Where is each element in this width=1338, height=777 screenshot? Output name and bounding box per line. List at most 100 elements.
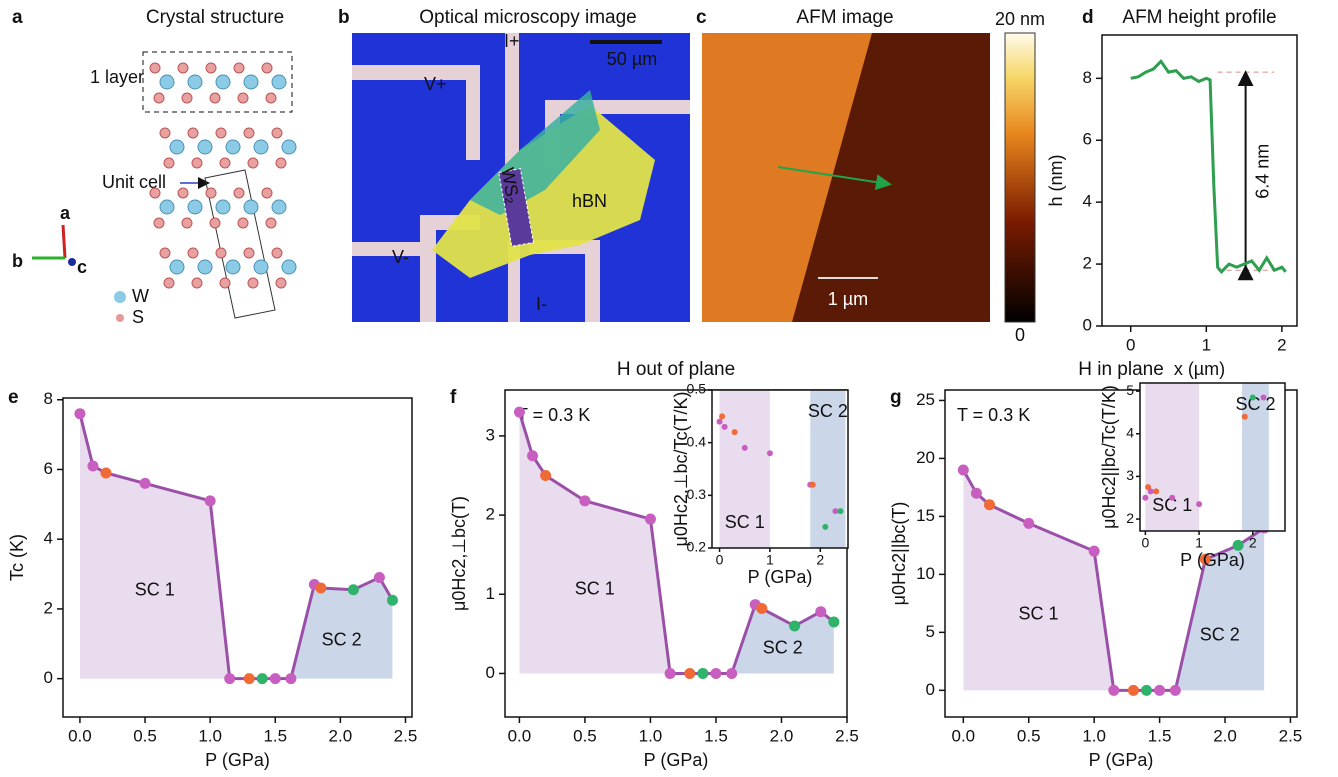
atom-s [205, 187, 217, 199]
atom-s [163, 277, 175, 289]
point [74, 408, 86, 420]
atom-s [237, 92, 249, 104]
legend-label: S [132, 307, 144, 327]
atom-w [225, 259, 241, 275]
axes-frame [504, 389, 848, 718]
atom-s [209, 217, 221, 229]
point [87, 460, 99, 472]
y-tick-label: 8 [1083, 68, 1092, 87]
panel-a: a Crystal structure 1 layer Unit cell a … [12, 7, 297, 327]
x-axis-label: P (GPa) [205, 750, 270, 770]
axis-label: a [60, 203, 71, 223]
x-tick-label: 1.5 [704, 726, 728, 745]
point [386, 594, 398, 606]
point [256, 673, 268, 685]
atom-s [271, 127, 283, 139]
y-tick-label: 4 [1083, 192, 1092, 211]
chart: SC 1 SC 2 0.0 0.5 1.0 1.5 2.0 2.5 0 2 4 6 8 P (GPa) Tc… [7, 387, 418, 770]
x-axis-label: P (GPa) [1180, 550, 1245, 570]
contact-label: V- [392, 247, 409, 267]
point [1241, 413, 1248, 420]
contact-label: V+ [424, 74, 447, 94]
contact-label: I- [536, 294, 547, 314]
area-label: SC 1 [135, 579, 175, 599]
y-tick-label: 4 [1126, 424, 1134, 440]
atom-w [281, 259, 297, 275]
y-tick-label: 0 [1083, 315, 1092, 334]
scale-label: 1 µm [828, 289, 868, 309]
area-label: SC 1 [1152, 495, 1192, 515]
x-tick-label: 0 [1126, 335, 1135, 354]
atom-w [253, 139, 269, 155]
layer-box [142, 51, 293, 113]
y-tick-label: 0 [486, 663, 495, 682]
point [822, 523, 829, 530]
point [1127, 684, 1139, 696]
x-tick-label: 1.5 [1148, 726, 1172, 745]
atom-s [181, 92, 193, 104]
x-tick-label: 0.5 [1017, 726, 1041, 745]
area [290, 577, 393, 679]
point [983, 499, 995, 511]
atom-w [197, 259, 213, 275]
y-axis-label: μ0Hc2||bc(T) [889, 502, 909, 606]
scale-label: 50 µm [607, 49, 657, 69]
area [1242, 383, 1269, 531]
contact-label: I+ [504, 31, 520, 51]
atom-s [191, 157, 203, 169]
point [756, 603, 768, 615]
atom-s [187, 247, 199, 259]
y-axis-label: Tc (K) [7, 534, 27, 581]
chart: 0 1 2 0 2 4 6 8 x (µm) h (nm) d AFM height profile 6… [1046, 7, 1298, 379]
y-tick-label: 0.4 [687, 433, 707, 449]
point [285, 673, 297, 685]
point [957, 464, 969, 476]
point [373, 572, 385, 584]
chart: SC 1 SC 2 0 1 2 0.2 0.3 0.4 0.5 P (GPa) μ0Hc2,⊥bc/… [671, 381, 849, 587]
y-tick-label: 1 [486, 584, 495, 603]
chart: SC 1 SC 2 0.0 0.5 1.0 1.5 2.0 2.5 0 1 2 3 P (GPa) μ0H… [449, 359, 859, 770]
atom-w [281, 139, 297, 155]
point [1145, 484, 1152, 491]
atom-s [265, 92, 277, 104]
x-tick-label: 0 [716, 552, 724, 568]
atom-s [159, 127, 171, 139]
atom-w [159, 199, 175, 215]
legend-label: W [132, 286, 149, 306]
x-tick-label: 2 [816, 552, 824, 568]
point [540, 470, 552, 482]
atom-w [187, 199, 203, 215]
atom-s [191, 277, 203, 289]
area-label: SC 1 [1019, 603, 1059, 623]
x-axis-label: P (GPa) [748, 567, 813, 587]
area-label: SC 2 [1200, 624, 1240, 644]
axes-frame [944, 389, 1298, 718]
atom-w [243, 199, 259, 215]
y-tick-label: 0.2 [687, 539, 707, 555]
y-tick-label: 2 [1083, 254, 1092, 273]
y-tick-label: 8 [44, 389, 53, 408]
atom-w [243, 74, 259, 90]
y-tick-label: 2 [486, 505, 495, 524]
atom-s [261, 187, 273, 199]
area [1145, 383, 1200, 531]
point [710, 667, 722, 679]
area [519, 412, 671, 674]
panel-title: H in plane [1078, 359, 1164, 380]
area-label: SC 1 [725, 512, 765, 532]
colorbar [1004, 32, 1036, 323]
panel-label: c [696, 7, 707, 28]
point [139, 477, 151, 489]
atom-s [177, 62, 189, 74]
y-tick-label: 3 [1126, 467, 1134, 483]
point [815, 606, 827, 618]
atom-s [187, 127, 199, 139]
y-tick-label: 0.5 [687, 381, 707, 397]
annotation: 6.4 nm [1252, 144, 1272, 199]
hbn-flake [432, 105, 655, 278]
line [1130, 58, 1287, 275]
point [828, 616, 840, 628]
axis-label: c [77, 257, 87, 277]
y-axis-label: h (nm) [1046, 154, 1066, 206]
